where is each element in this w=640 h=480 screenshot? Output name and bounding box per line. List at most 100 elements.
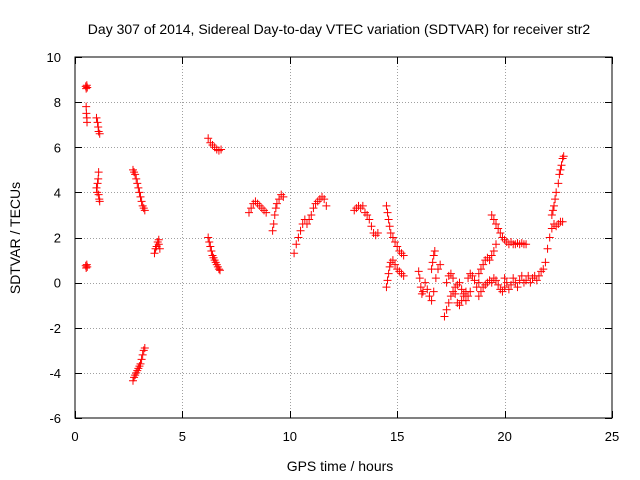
y-axis-title: SDTVAR / TECUs [7, 182, 23, 294]
data-point [363, 210, 372, 219]
data-point [547, 210, 556, 219]
plot-frame [74, 56, 613, 419]
data-point [558, 217, 567, 226]
data-point [425, 292, 434, 301]
data-point [474, 278, 483, 287]
data-point [500, 283, 509, 292]
data-series-segment [268, 190, 288, 235]
x-tick-label: 20 [497, 429, 511, 444]
data-point [137, 355, 146, 364]
x-tick-label: 10 [283, 429, 297, 444]
data-point [83, 83, 92, 92]
data-point [128, 376, 137, 385]
y-tick-label: 8 [54, 95, 61, 110]
data-point [92, 183, 101, 192]
data-point [132, 174, 141, 183]
data-point [455, 301, 464, 310]
data-point [302, 219, 311, 228]
data-point [83, 262, 92, 271]
data-point [388, 256, 397, 265]
data-point [399, 271, 408, 280]
data-point [526, 278, 535, 287]
data-point [244, 208, 253, 217]
data-point [487, 251, 496, 260]
data-point [556, 165, 565, 174]
data-point [427, 296, 436, 305]
data-point [446, 269, 455, 278]
data-point [466, 287, 475, 296]
data-point [94, 174, 103, 183]
data-point [290, 249, 299, 258]
data-point [504, 285, 513, 294]
data-points [81, 81, 568, 385]
data-point [383, 208, 392, 217]
data-point [498, 287, 507, 296]
data-point [150, 249, 159, 258]
data-point [82, 84, 91, 93]
data-point [550, 201, 559, 210]
data-point [399, 251, 408, 260]
data-point [271, 204, 280, 213]
data-point [388, 233, 397, 242]
data-point [534, 271, 543, 280]
data-point [557, 161, 566, 170]
data-point [541, 258, 550, 267]
data-point [517, 239, 526, 248]
data-point [309, 204, 318, 213]
data-point [207, 247, 216, 256]
data-point [373, 228, 382, 237]
data-point [385, 262, 394, 271]
data-point [428, 258, 437, 267]
data-point [94, 190, 103, 199]
y-tick-label: 2 [54, 231, 61, 246]
data-point [416, 283, 425, 292]
data-point [384, 269, 393, 278]
data-point [548, 206, 557, 215]
y-tick-label: 10 [47, 50, 61, 65]
data-point [545, 233, 554, 242]
data-point [393, 242, 402, 251]
y-tick-label: 0 [54, 276, 61, 291]
data-point [272, 199, 281, 208]
data-point [431, 274, 440, 283]
data-point [214, 146, 223, 155]
data-series-segment [204, 134, 226, 155]
data-series-segment [290, 192, 331, 258]
x-tick-label: 25 [605, 429, 619, 444]
data-point [383, 276, 392, 285]
data-point [307, 210, 316, 219]
x-tick-label: 0 [71, 429, 78, 444]
data-point [522, 240, 531, 249]
data-point [492, 219, 501, 228]
data-point [440, 312, 449, 321]
data-series-segment [92, 113, 104, 138]
data-series-segment [474, 240, 501, 278]
data-point [554, 179, 563, 188]
data-point [384, 215, 393, 224]
data-point [492, 276, 501, 285]
data-point [415, 274, 424, 283]
data-point [275, 195, 284, 204]
data-point [93, 179, 102, 188]
data-point [136, 192, 145, 201]
data-point [279, 192, 288, 201]
data-point [134, 183, 143, 192]
y-tick-label: -6 [49, 411, 61, 426]
data-point [83, 118, 92, 127]
data-point [82, 263, 91, 272]
data-point [305, 215, 314, 224]
data-series-segment [427, 247, 439, 274]
data-point [436, 260, 445, 269]
data-point [270, 210, 279, 219]
data-point [446, 292, 455, 301]
data-point [464, 274, 473, 283]
data-point [204, 233, 213, 242]
data-point [464, 292, 473, 301]
data-series-segment [543, 217, 567, 253]
data-point [391, 238, 400, 247]
data-point [138, 350, 147, 359]
data-point [92, 113, 101, 122]
data-point [502, 278, 511, 287]
data-point [442, 278, 451, 287]
